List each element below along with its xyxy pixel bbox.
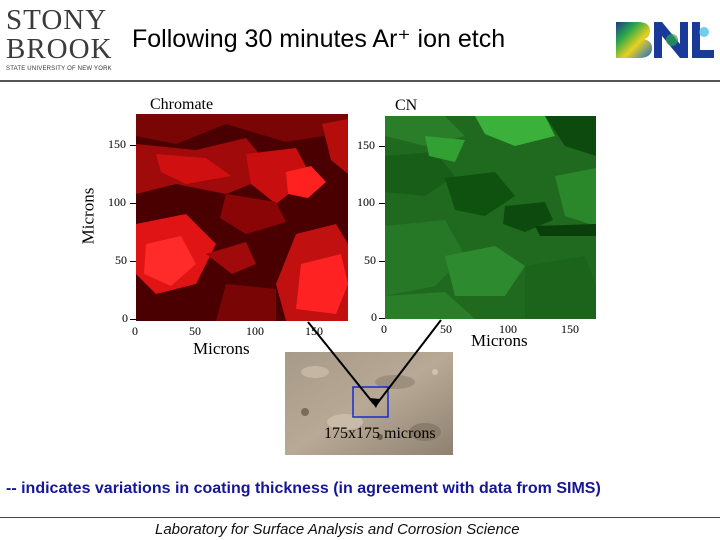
chromate-map — [136, 114, 348, 321]
chromate-y-tick: 150 — [108, 137, 126, 151]
cn-label: CN — [395, 97, 418, 114]
chromate-x-tick: 50 — [189, 324, 201, 338]
cn-y-tick-mark — [379, 203, 385, 204]
logo-tagline: STATE UNIVERSITY OF NEW YORK — [6, 66, 112, 72]
logo-line-stony: STONY — [6, 4, 108, 36]
logo-line-brook: BROOK — [6, 33, 113, 65]
cn-y-tick-mark — [379, 146, 385, 147]
stony-brook-logo: STONY BROOK STATE UNIVERSITY OF NEW YORK — [4, 6, 114, 74]
chromate-x-tick: 0 — [132, 324, 138, 338]
arrow-head — [369, 398, 380, 408]
micrograph-caption: 175x175 microns — [324, 425, 436, 442]
cn-x-tick: 100 — [499, 322, 517, 336]
cn-y-tick: 100 — [357, 195, 375, 209]
cn-x-axis-title: Microns — [471, 331, 528, 350]
cn-x-tick: 50 — [440, 322, 452, 336]
footer-divider — [0, 517, 720, 518]
cn-map — [385, 116, 596, 319]
cn-y-tick: 0 — [371, 310, 377, 324]
arrow-line — [307, 321, 375, 405]
arrow-line — [375, 319, 442, 406]
cn-y-tick: 50 — [364, 253, 376, 267]
footer-text: Laboratory for Surface Analysis and Corr… — [155, 521, 520, 538]
chromate-y-tick-mark — [130, 261, 136, 262]
page-title: Following 30 minutes Ar⁺ ion etch — [132, 25, 506, 53]
chromate-label: Chromate — [150, 96, 214, 113]
header-divider — [0, 80, 720, 82]
cn-y-tick-mark — [379, 261, 385, 262]
chromate-y-tick: 50 — [115, 253, 127, 267]
chromate-y-tick-mark — [130, 319, 136, 320]
chromate-y-tick: 100 — [108, 195, 126, 209]
cn-y-tick: 150 — [357, 138, 375, 152]
chromate-y-tick: 0 — [122, 311, 128, 325]
chromate-x-axis-title: Microns — [193, 339, 250, 358]
cn-x-tick: 0 — [381, 322, 387, 336]
optical-micrograph — [285, 352, 453, 455]
bnl-logo — [612, 18, 716, 62]
summary-note: -- indicates variations in coating thick… — [6, 480, 601, 497]
cn-y-tick-mark — [379, 318, 385, 319]
chromate-y-tick-mark — [130, 203, 136, 204]
cn-x-tick: 150 — [561, 322, 579, 336]
chromate-y-tick-mark — [130, 145, 136, 146]
chromate-x-tick: 100 — [246, 324, 264, 338]
